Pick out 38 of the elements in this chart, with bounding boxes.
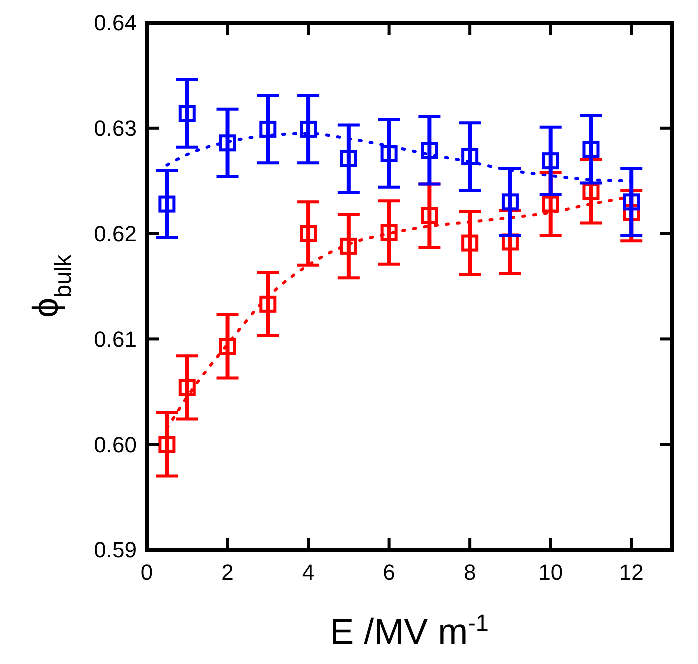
x-tick-label: 2: [222, 560, 234, 585]
point: [623, 194, 640, 211]
point: [421, 142, 438, 160]
point: [300, 120, 318, 138]
point: [158, 196, 176, 213]
x-tick-label: 6: [383, 560, 396, 585]
y-tick-label: 0.62: [94, 222, 137, 246]
x-axis-title: E /MV m$^{-1}$: [330, 610, 489, 652]
y-tick-label: 0.60: [94, 432, 137, 458]
point: [158, 436, 176, 454]
point: [462, 148, 479, 166]
point: [260, 120, 277, 138]
point: [421, 207, 438, 224]
point: [219, 338, 236, 356]
point: [582, 183, 600, 200]
point: [300, 225, 318, 242]
point: [582, 140, 600, 158]
point: [340, 238, 358, 255]
point: [462, 234, 479, 252]
x-tick-label: 8: [464, 560, 476, 585]
point: [502, 194, 519, 211]
point: [380, 224, 398, 242]
point: [380, 145, 398, 162]
point: [178, 379, 196, 396]
y-tick-label: 0.63: [94, 116, 137, 142]
point: [260, 296, 277, 313]
point: [340, 150, 358, 168]
y-tick-label: 0.59: [94, 538, 137, 563]
x-tick-label: 0: [140, 560, 154, 585]
x-tick-label: 12: [619, 560, 644, 585]
point: [542, 152, 560, 170]
point: [542, 196, 560, 213]
point: [219, 134, 236, 152]
x-tick-label: 4: [302, 560, 315, 585]
y-tick-label: 0.61: [94, 326, 137, 352]
point: [178, 105, 196, 122]
x-tick-label: 10: [538, 560, 564, 585]
y-tick-label: 0.64: [94, 10, 137, 36]
